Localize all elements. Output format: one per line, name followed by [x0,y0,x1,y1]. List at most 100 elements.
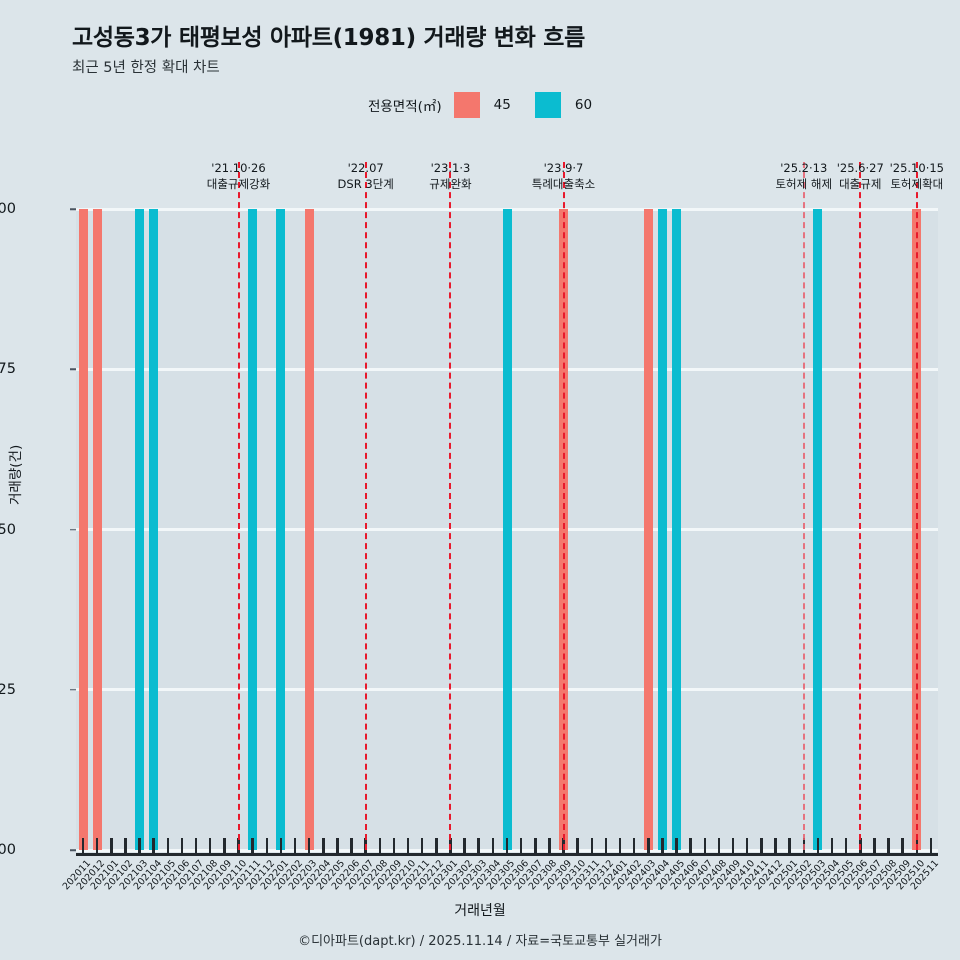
bar-45-202403 [643,209,653,850]
event-date: '25.6·27 [836,161,884,175]
x-tick-mark [336,838,339,853]
event-label-202510: '25.10·15 토허제확대 [890,160,944,192]
x-tick-mark [279,838,283,853]
x-tick-mark [576,838,579,853]
event-text: 토허제 해제 [775,177,833,191]
bar-60-202111 [248,209,258,850]
x-tick-mark [760,838,763,853]
x-tick-mark [731,838,735,853]
x-tick-mark [138,838,141,853]
legend: 전용면적(㎡) 45 60 [0,92,960,118]
x-tick-mark [618,838,622,853]
legend-swatch-60 [534,92,561,118]
x-tick-mark [180,838,184,853]
event-label-202309: '23.9·7 특례대출축소 [532,160,595,192]
event-label-202506: '25.6·27 대출규제 [837,160,884,192]
x-tick-mark [929,838,933,853]
x-tick-mark [251,838,254,853]
x-tick-mark [406,838,410,853]
legend-label-45: 45 [493,97,511,113]
y-tick-mark [70,689,76,691]
x-tick-mark [830,838,834,853]
y-tick-label: 1.00 [0,201,16,217]
x-tick-mark [223,838,226,853]
event-label-202207: '22.07 DSR 3단계 [338,160,394,192]
x-tick-mark [675,838,678,853]
legend-swatch-45 [453,92,480,118]
event-date: '23.9·7 [543,161,584,175]
x-tick-mark [505,838,509,853]
event-text: DSR 3단계 [337,177,394,191]
bar-60-202104 [149,209,159,850]
x-tick-mark [689,838,692,853]
event-line-202207 [364,162,367,850]
y-tick-label: 0.00 [0,842,16,858]
legend-label-60: 60 [574,97,593,113]
x-tick-mark [463,838,466,853]
x-tick-mark [548,838,551,853]
bar-60-202305 [502,209,512,850]
x-tick-mark [194,838,198,853]
event-line-202309 [562,162,565,850]
x-tick-mark [392,838,396,853]
y-tick-mark [70,849,76,851]
y-tick-mark [70,208,76,210]
page-title: 고성동3가 태평보성 아파트(1981) 거래량 변화 흐름 [72,25,585,51]
plot-area [76,207,938,852]
x-tick-mark [81,838,85,853]
x-tick-mark [887,838,890,853]
bar-60-202103 [135,209,145,850]
bar-60-202404 [657,209,667,850]
x-tick-mark [152,838,155,853]
event-text: 규제완화 [429,177,472,191]
x-tick-mark [477,838,480,853]
x-tick-mark [745,838,749,853]
x-tick-mark [717,838,721,853]
event-date: '25.2·13 [780,161,828,175]
x-tick-mark [265,838,269,853]
event-label-202502: '25.2·13 토허제 해제 [775,160,832,192]
x-tick-mark [420,838,424,853]
x-tick-mark [110,838,113,853]
event-text: 토허제확대 [890,177,944,191]
bar-60-202201 [276,209,286,850]
x-tick-mark [95,838,99,853]
event-line-202301 [449,162,452,850]
event-text: 대출규제 [839,177,882,191]
bar-45-202012 [92,209,102,850]
event-date: '25.10·15 [889,161,944,175]
x-tick-mark [816,838,820,853]
x-tick-mark [703,838,707,853]
x-tick-mark [873,838,876,853]
y-tick-label: 0.25 [0,681,16,698]
y-tick-mark [70,528,76,531]
event-line-202506 [859,162,862,850]
event-label-202301: '23.1·3 규제완화 [429,160,471,192]
event-line-202110 [237,162,240,850]
event-text: 대출규제강화 [206,177,271,191]
x-tick-mark [322,838,325,853]
y-tick-label: 0.75 [0,361,16,378]
x-tick-mark [788,838,791,853]
legend-title: 전용면적(㎡) [367,99,442,115]
x-tick-mark [534,838,537,853]
x-tick-mark [647,838,650,853]
event-label-202110: '21.10·26 대출규제강화 [207,160,270,192]
page-subtitle: 최근 5년 한정 확대 차트 [72,60,220,76]
footer-credit: ©디아파트(dapt.kr) / 2025.11.14 / 자료=국토교통부 실… [298,934,662,949]
x-tick-mark [604,838,608,853]
event-date: '23.1·3 [430,161,471,175]
y-tick-mark [70,368,76,370]
x-tick-mark [378,838,382,853]
x-tick-mark [774,838,777,853]
bar-45-202011 [78,209,88,850]
x-tick-mark [166,838,170,853]
x-tick-mark [491,838,495,853]
x-tick-mark [519,838,523,853]
y-tick-label: 0.50 [0,521,16,538]
event-date: '21.10·26 [211,161,266,175]
x-tick-mark [124,838,127,853]
bar-45-202203 [304,209,314,850]
x-tick-mark [901,838,904,853]
